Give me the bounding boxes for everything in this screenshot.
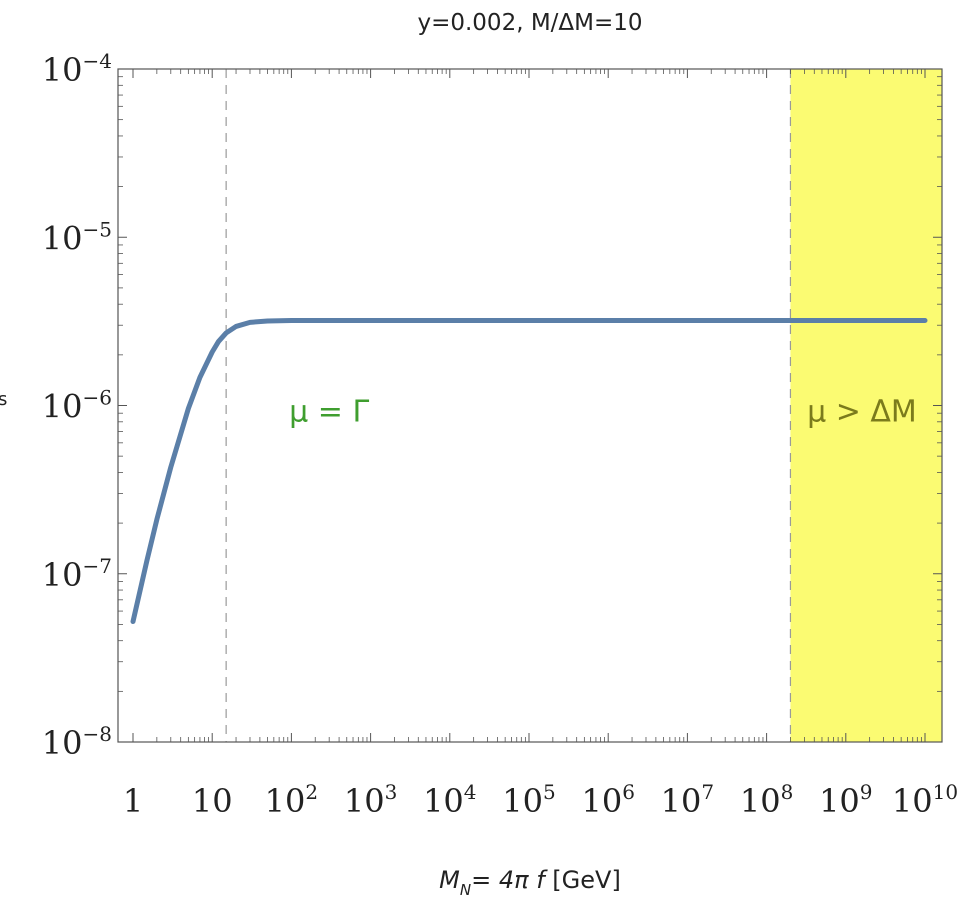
x-tick-label-3: 103: [344, 780, 397, 820]
x-tick-label-5: 105: [502, 780, 555, 820]
y-axis-label: s: [0, 389, 7, 410]
x-tick-label-4: 104: [423, 780, 476, 820]
series-line: [130, 318, 928, 625]
y-tick-label-0: 10−4: [42, 49, 112, 89]
x-tick-label-1: 10: [192, 782, 233, 820]
y-tick-label-3: 10−7: [42, 554, 112, 594]
plot-frame: [117, 68, 943, 743]
vertical-guides: [225, 69, 792, 742]
chart-title: y=0.002, M/ΔM=10: [417, 10, 642, 36]
annotation-mu-greater-deltam: μ > ΔM: [807, 395, 917, 430]
x-axis-label: MN= 4π f [GeV]: [439, 866, 621, 899]
x-tick-label-6: 106: [581, 780, 634, 820]
y-tick-label-1: 10−5: [42, 217, 112, 257]
x-tick-labels: 1 10 102 103 104 105 106 107 108 109 1010: [123, 780, 958, 820]
shaded-region-mu-gt-deltam: [790, 69, 942, 742]
x-tick-label-10: 1010: [892, 780, 958, 820]
y-tick-label-4: 10−8: [42, 722, 112, 762]
annotation-mu-equals-gamma: μ = Γ: [289, 395, 369, 430]
x-tick-label-0: 1: [123, 782, 143, 820]
x-tick-label-9: 109: [819, 780, 872, 820]
x-tick-label-7: 107: [661, 780, 714, 820]
y-tick-labels: 10−4 10−5 10−6 10−7 10−8: [42, 49, 112, 762]
x-tick-label-2: 102: [265, 780, 318, 820]
x-tick-label-8: 108: [740, 780, 793, 820]
y-tick-label-2: 10−6: [42, 386, 112, 426]
minor-ticks: [118, 69, 942, 742]
